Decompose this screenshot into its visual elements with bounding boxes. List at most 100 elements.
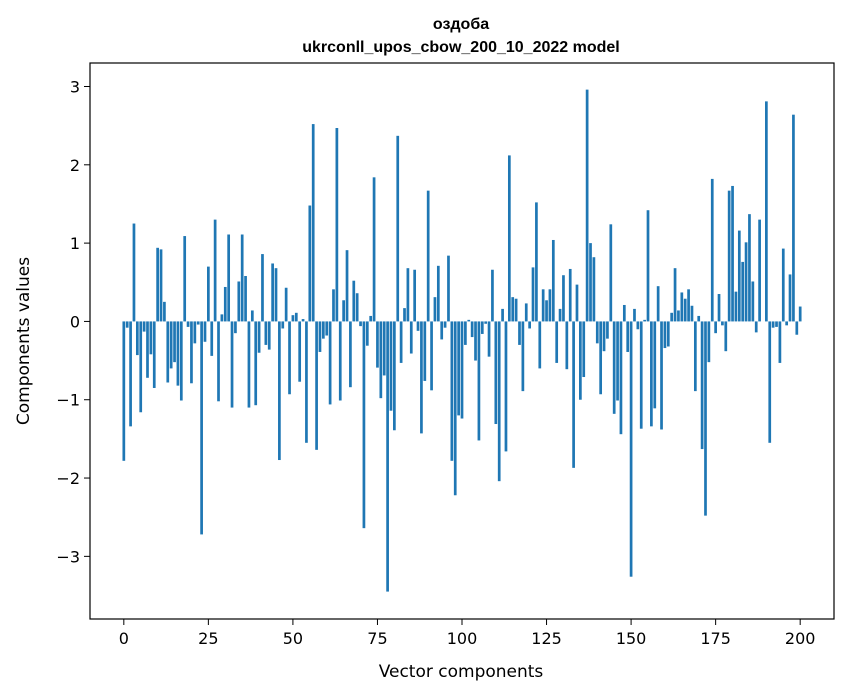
bar-182 <box>737 230 741 322</box>
bar-144 <box>609 224 613 322</box>
bar-186 <box>751 281 755 322</box>
bar-7 <box>146 321 149 378</box>
bar-23 <box>200 321 203 535</box>
bar-15 <box>173 321 176 363</box>
bar-108 <box>487 321 491 357</box>
bar-97 <box>450 321 454 461</box>
bar-44 <box>271 263 274 322</box>
bar-173 <box>707 321 711 363</box>
bar-174 <box>710 178 714 322</box>
chart-subtitle: ukrconll_upos_cbow_200_10_2022 model <box>302 39 619 56</box>
x-tick-label: 200 <box>785 629 816 648</box>
bar-145 <box>612 321 616 414</box>
bar-187 <box>754 321 758 333</box>
bar-74 <box>372 177 376 322</box>
bar-41 <box>261 254 264 322</box>
bar-30 <box>223 286 227 322</box>
bar-78 <box>386 321 389 592</box>
bar-3 <box>132 223 136 322</box>
bar-119 <box>524 303 528 322</box>
bar-52 <box>298 321 302 382</box>
bar-120 <box>528 321 531 329</box>
bar-105 <box>477 321 481 441</box>
bar-58 <box>318 321 322 352</box>
bar-43 <box>267 321 271 350</box>
bar-70 <box>359 321 362 327</box>
bar-80 <box>393 321 396 431</box>
x-tick-label: 150 <box>616 629 647 648</box>
y-tick-label: −3 <box>56 547 80 566</box>
bar-62 <box>332 289 335 322</box>
bar-29 <box>220 314 224 322</box>
bar-22 <box>196 321 200 325</box>
bar-133 <box>572 321 575 468</box>
bar-117 <box>518 321 521 345</box>
bar-4 <box>135 321 139 356</box>
bar-114 <box>507 155 511 322</box>
bar-163 <box>673 268 677 322</box>
bar-10 <box>156 247 159 322</box>
bar-178 <box>724 321 728 352</box>
bar-48 <box>284 287 288 322</box>
bar-87 <box>416 321 420 331</box>
bar-162 <box>670 312 674 322</box>
bar-92 <box>433 297 437 322</box>
bar-106 <box>480 321 484 334</box>
bar-134 <box>575 284 579 322</box>
bar-88 <box>420 321 423 434</box>
bar-112 <box>501 308 504 322</box>
bar-67 <box>349 321 352 388</box>
bar-33 <box>234 321 237 334</box>
bar-181 <box>734 291 738 322</box>
bar-138 <box>589 243 592 322</box>
bar-13 <box>166 321 170 383</box>
y-tick-label: 2 <box>70 156 80 175</box>
x-tick-label: 50 <box>283 629 303 648</box>
bar-98 <box>453 321 457 496</box>
bar-17 <box>179 321 183 401</box>
bar-110 <box>494 321 498 425</box>
bar-86 <box>413 269 417 322</box>
bar-96 <box>447 255 450 322</box>
bar-153 <box>639 321 643 429</box>
bar-157 <box>653 321 657 409</box>
bar-147 <box>619 321 623 435</box>
bar-25 <box>207 266 210 322</box>
bar-122 <box>535 202 538 322</box>
bar-107 <box>484 321 488 324</box>
bar-143 <box>606 321 609 339</box>
bar-196 <box>785 321 789 326</box>
x-tick-label: 75 <box>367 629 387 648</box>
bar-169 <box>693 321 697 392</box>
bar-90 <box>426 190 430 322</box>
bar-179 <box>727 190 731 322</box>
bar-142 <box>602 321 606 352</box>
x-axis-ticks: 0 25 50 75 100 125 150 175 200 <box>119 619 816 648</box>
bar-167 <box>687 289 690 322</box>
y-tick-label: −2 <box>56 469 80 488</box>
bar-60 <box>325 321 329 336</box>
bar-55 <box>308 205 312 322</box>
bar-35 <box>240 234 244 322</box>
bar-175 <box>714 321 717 334</box>
bar-190 <box>765 101 768 322</box>
bar-34 <box>237 281 241 322</box>
bar-1 <box>125 321 129 328</box>
bar-159 <box>660 321 663 430</box>
bar-19 <box>186 321 190 327</box>
bar-170 <box>697 315 701 322</box>
bar-38 <box>250 310 254 322</box>
bar-11 <box>159 249 163 322</box>
bar-39 <box>254 321 258 406</box>
y-tick-label: 0 <box>70 312 80 331</box>
bar-84 <box>406 268 410 322</box>
bar-118 <box>521 321 525 392</box>
bar-111 <box>497 321 501 482</box>
bar-164 <box>677 310 680 322</box>
bar-126 <box>548 289 552 322</box>
bar-5 <box>139 321 143 413</box>
bar-171 <box>700 321 704 450</box>
y-tick-label: −1 <box>56 391 80 410</box>
bar-56 <box>311 124 315 322</box>
